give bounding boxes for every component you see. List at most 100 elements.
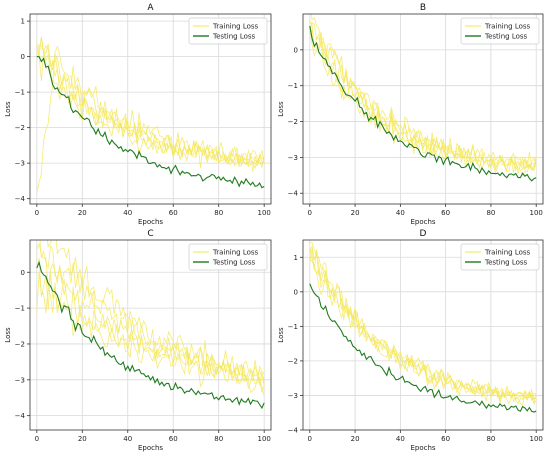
y-axis-label: Loss bbox=[277, 101, 285, 117]
axes-frame bbox=[302, 239, 544, 431]
x-tick-label: 0 bbox=[35, 209, 39, 217]
x-tick-label: 40 bbox=[123, 435, 132, 443]
y-tick-label: −1 bbox=[288, 82, 298, 90]
subplot-B: 0 20 40 60 80 100 0 −1 −2 −3 −4 B Epochs Loss Training… bbox=[277, 3, 544, 226]
legend-box bbox=[460, 17, 540, 45]
y-tick-label: −4 bbox=[288, 427, 299, 435]
legend-entry: Training Loss bbox=[484, 249, 531, 257]
plot-area bbox=[36, 240, 265, 410]
plot-area bbox=[309, 242, 537, 413]
x-axis-label: Epochs bbox=[410, 218, 435, 226]
subplot-title: B bbox=[420, 3, 426, 13]
x-tick-label: 100 bbox=[530, 435, 543, 443]
training-loss-line bbox=[309, 20, 537, 174]
y-tick-label: −1 bbox=[15, 305, 25, 313]
x-axis-label: Epochs bbox=[410, 444, 435, 452]
y-axis-label: Loss bbox=[4, 101, 12, 117]
legend-entry: Training Loss bbox=[212, 249, 259, 257]
y-tick-label: 1 bbox=[21, 18, 25, 26]
x-tick-label: 60 bbox=[169, 435, 178, 443]
y-tick-label: 1 bbox=[294, 254, 298, 262]
x-tick-label: 100 bbox=[530, 209, 543, 217]
subplot-D: 0 20 40 60 80 100 1 0 −1 −2 −3 −4 D Epochs Loss Trainin… bbox=[277, 229, 544, 452]
legend-box bbox=[188, 243, 268, 271]
x-tick-label: 60 bbox=[441, 435, 450, 443]
y-tick-label: −3 bbox=[288, 154, 298, 162]
y-tick-label: 0 bbox=[21, 53, 25, 61]
training-loss-line bbox=[309, 21, 537, 172]
x-tick-label: 60 bbox=[441, 209, 450, 217]
x-tick-label: 60 bbox=[169, 209, 178, 217]
x-tick-label: 20 bbox=[351, 209, 360, 217]
x-tick-label: 100 bbox=[257, 435, 270, 443]
x-tick-label: 80 bbox=[214, 435, 223, 443]
training-loss-line bbox=[36, 45, 265, 193]
x-tick-label: 80 bbox=[486, 435, 495, 443]
plot-area bbox=[36, 36, 265, 193]
axes-frame bbox=[29, 13, 272, 205]
training-loss-line bbox=[47, 240, 265, 386]
training-loss-line bbox=[309, 242, 537, 403]
testing-loss-line bbox=[309, 25, 537, 182]
training-loss-line bbox=[309, 29, 537, 177]
x-tick-label: 0 bbox=[308, 209, 312, 217]
legend: Training Loss Testing Loss bbox=[460, 17, 540, 45]
subplot-title: C bbox=[147, 229, 153, 239]
legend-entry: Testing Loss bbox=[484, 33, 528, 41]
y-tick-label: −2 bbox=[15, 124, 25, 132]
testing-loss-line bbox=[309, 283, 537, 413]
y-tick-label: −2 bbox=[288, 118, 298, 126]
x-tick-label: 40 bbox=[396, 435, 405, 443]
x-tick-label: 80 bbox=[486, 209, 495, 217]
training-loss-line bbox=[36, 36, 265, 169]
y-tick-label: −2 bbox=[15, 340, 25, 348]
x-tick-label: 0 bbox=[35, 435, 39, 443]
axes-frame bbox=[302, 13, 544, 205]
y-tick-label: −1 bbox=[15, 89, 25, 97]
y-tick-label: −3 bbox=[288, 392, 298, 400]
testing-loss-line bbox=[36, 260, 265, 410]
training-loss-line bbox=[309, 249, 537, 407]
legend: Training Loss Testing Loss bbox=[188, 17, 268, 45]
y-tick-label: −3 bbox=[15, 376, 25, 384]
legend: Training Loss Testing Loss bbox=[460, 243, 540, 271]
legend-box bbox=[460, 243, 540, 271]
y-tick-label: −3 bbox=[15, 160, 25, 168]
training-loss-line bbox=[310, 14, 537, 169]
y-tick-label: −4 bbox=[15, 195, 26, 203]
subplot-C: 0 20 40 60 80 100 0 −1 −2 −3 −4 C Epochs Loss Training… bbox=[4, 229, 272, 452]
x-tick-label: 40 bbox=[123, 209, 132, 217]
training-loss-line bbox=[39, 240, 265, 386]
legend-entry: Training Loss bbox=[484, 23, 531, 31]
training-loss-line bbox=[309, 247, 537, 405]
y-tick-label: 0 bbox=[21, 269, 25, 277]
subplot-A: 0 20 40 60 80 100 1 0 −1 −2 −3 −4 A Epochs Loss Trainin… bbox=[4, 3, 272, 226]
legend-entry: Testing Loss bbox=[212, 259, 256, 267]
legend-entry: Testing Loss bbox=[212, 33, 256, 41]
subplot-title: D bbox=[420, 229, 427, 239]
x-axis-label: Epochs bbox=[138, 444, 163, 452]
legend-entry: Testing Loss bbox=[484, 259, 528, 267]
plot-area bbox=[309, 14, 537, 182]
testing-loss-line bbox=[36, 56, 265, 189]
y-tick-label: 0 bbox=[294, 288, 298, 296]
x-tick-label: 20 bbox=[78, 435, 87, 443]
x-tick-label: 0 bbox=[308, 435, 312, 443]
x-tick-label: 100 bbox=[257, 209, 270, 217]
legend-box bbox=[188, 17, 268, 45]
x-tick-label: 80 bbox=[214, 209, 223, 217]
y-tick-label: −1 bbox=[288, 323, 298, 331]
training-loss-line bbox=[36, 272, 265, 397]
subplot-title: A bbox=[147, 3, 154, 13]
y-tick-label: −2 bbox=[288, 357, 298, 365]
training-loss-line bbox=[309, 257, 537, 405]
axes-frame bbox=[29, 239, 272, 431]
y-axis-label: Loss bbox=[277, 327, 285, 343]
y-tick-label: 0 bbox=[294, 46, 298, 54]
training-loss-line bbox=[36, 50, 265, 169]
legend-entry: Training Loss bbox=[212, 23, 259, 31]
y-tick-label: −4 bbox=[15, 412, 26, 420]
x-axis-label: Epochs bbox=[138, 218, 163, 226]
legend: Training Loss Testing Loss bbox=[188, 243, 268, 271]
